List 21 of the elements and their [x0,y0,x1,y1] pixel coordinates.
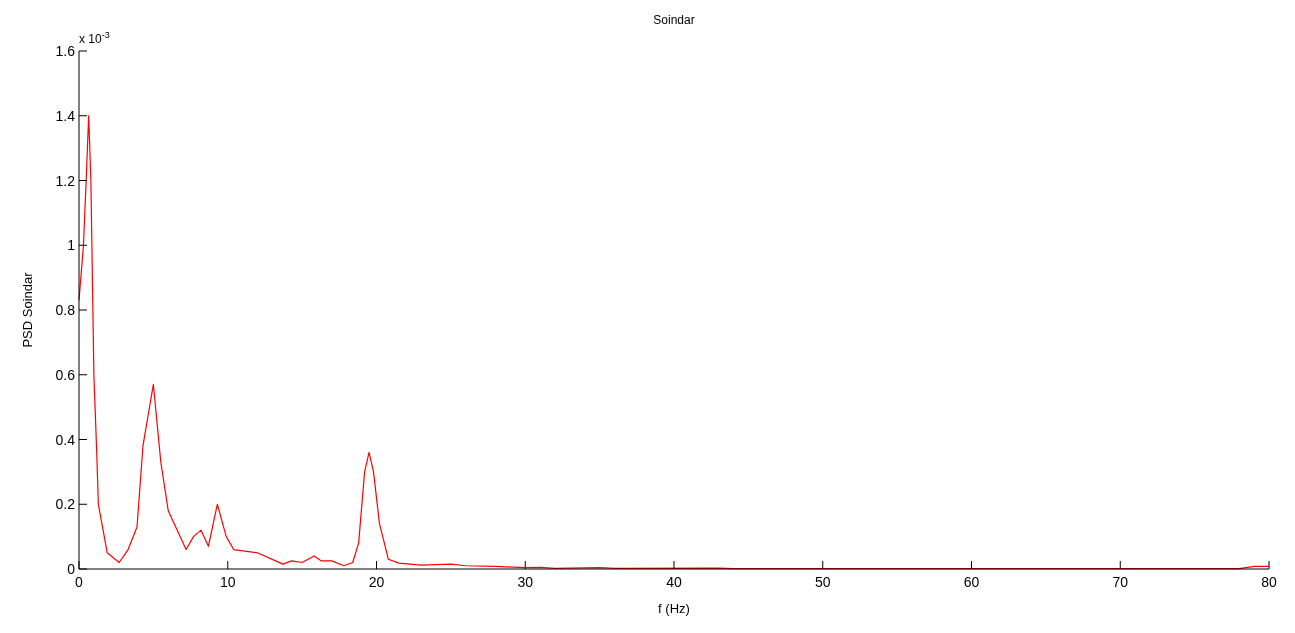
y-tick-label: 0.4 [55,431,76,448]
x-tick-label: 50 [814,574,831,590]
y-tick-label: 0.2 [55,496,76,513]
y-tick-label: 0.6 [55,366,76,383]
y-axis-title: PSD Soindar [20,271,35,348]
x-tick-label: 20 [368,574,385,590]
y-tick-label: 1.4 [55,107,76,124]
x-tick-label: 30 [517,574,534,590]
y-tick-label: 1.6 [55,43,76,59]
y-tick-label: 0.8 [55,302,76,318]
x-tick-label: 70 [1112,574,1129,590]
chart-title: Soindar [653,13,695,27]
x-tick-label: 10 [219,574,236,590]
y-tick-label: 1.2 [55,172,76,189]
text: x 10$^{-3}$ [79,30,110,46]
y-tick-label: 0 [67,561,76,577]
y-tick-label: 1 [67,237,76,254]
x-tick-label: 60 [963,574,980,590]
x-tick-label: 80 [1261,574,1277,590]
x-axis-title: f (Hz) [658,601,690,616]
x-tick-label: 40 [666,574,682,590]
